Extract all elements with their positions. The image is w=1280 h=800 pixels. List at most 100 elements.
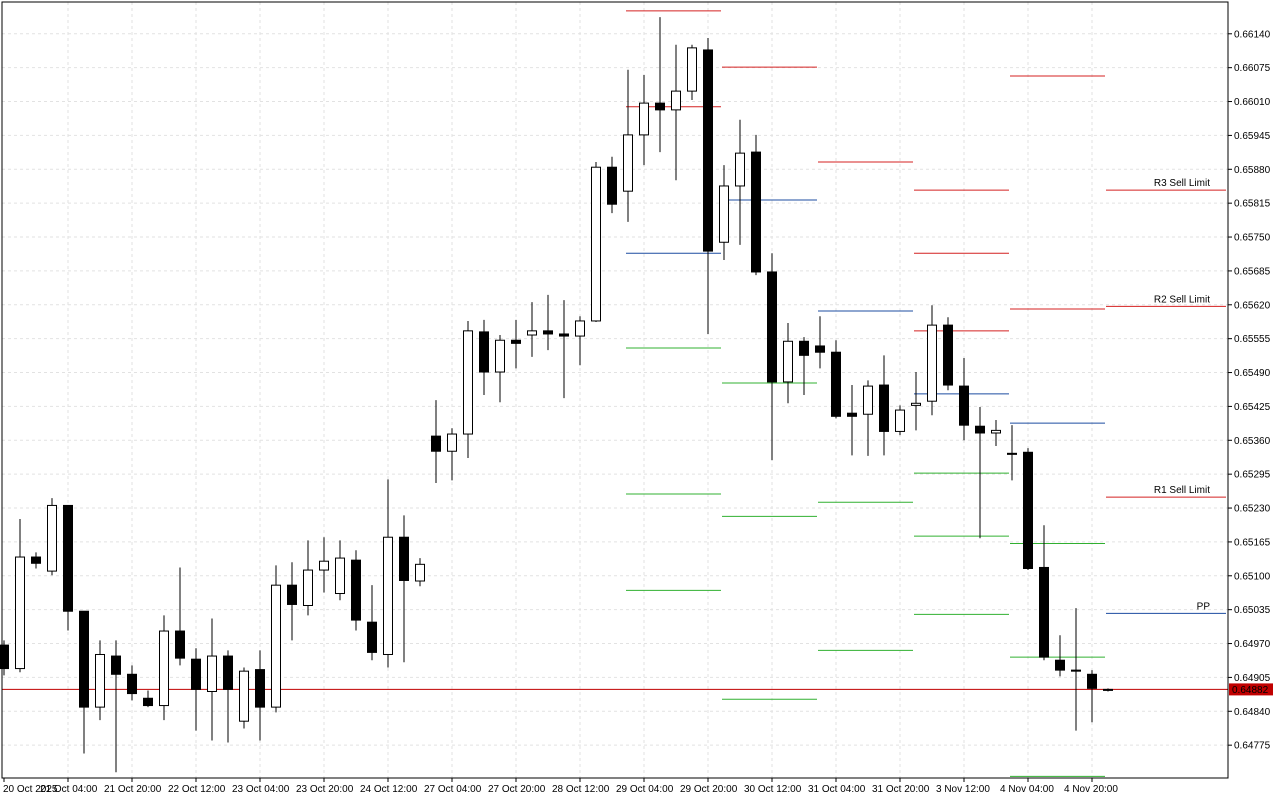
y-tick-label: 0.65555: [1234, 334, 1271, 345]
y-tick-label: 0.65685: [1234, 266, 1271, 277]
candle-body: [287, 584, 297, 605]
candle-body: [719, 185, 729, 243]
candle-body: [111, 655, 121, 675]
candle-body: [623, 134, 633, 192]
candle-body: [735, 152, 745, 187]
y-tick-label: 0.64775: [1234, 741, 1271, 752]
candle-body: [911, 402, 921, 406]
candle-body: [1007, 452, 1017, 455]
y-tick-label: 0.66010: [1234, 97, 1271, 108]
candle-body: [463, 330, 473, 435]
x-tick-label: 23 Oct 20:00: [296, 784, 354, 795]
y-tick-label: 0.65035: [1234, 605, 1271, 616]
candle-body: [975, 425, 985, 434]
candle-body: [943, 324, 953, 386]
candle-body: [255, 669, 265, 708]
order-level-label: R2 Sell Limit: [1154, 294, 1210, 305]
current-price-badge: [1229, 683, 1273, 696]
candle-body: [79, 610, 89, 708]
candle-body: [15, 556, 25, 670]
y-tick-label: 0.65360: [1234, 436, 1271, 447]
candle-body: [399, 536, 409, 581]
x-tick-label: 27 Oct 20:00: [488, 784, 546, 795]
current-price-label: 0.64882: [1232, 685, 1269, 696]
plot-frame: [1, 1, 1229, 779]
x-tick-label: 3 Nov 12:00: [936, 784, 990, 795]
y-tick-label: 0.65620: [1234, 300, 1271, 311]
candle-body: [191, 658, 201, 690]
y-tick-label: 0.64840: [1234, 707, 1271, 718]
candle-body: [175, 630, 185, 659]
candle-body: [47, 504, 57, 572]
candle-body: [1055, 659, 1065, 671]
candle-body: [495, 339, 505, 373]
x-tick-label: 21 Oct 20:00: [104, 784, 162, 795]
candle-body: [655, 102, 665, 111]
candle-body: [335, 557, 345, 595]
candle-body: [319, 560, 329, 571]
candle-body: [431, 435, 441, 452]
candle-body: [527, 330, 537, 336]
candle-body: [95, 653, 105, 708]
candle-body: [639, 102, 649, 136]
x-tick-label: 31 Oct 04:00: [808, 784, 866, 795]
candle-body: [207, 655, 217, 692]
x-tick-label: 21 Oct 04:00: [40, 784, 98, 795]
candle-body: [1103, 688, 1113, 691]
candle-body: [607, 166, 617, 205]
y-tick-label: 0.64970: [1234, 639, 1271, 650]
order-level-label: R1 Sell Limit: [1154, 485, 1210, 496]
candle-body: [927, 324, 937, 402]
y-tick-label: 0.65880: [1234, 165, 1271, 176]
x-tick-label: 20 Oct 2025: [3, 784, 58, 795]
candle-body: [0, 644, 9, 670]
x-tick-label: 31 Oct 20:00: [872, 784, 930, 795]
candle-body: [575, 320, 585, 337]
y-tick-label: 0.65295: [1234, 470, 1271, 481]
candle-body: [351, 559, 361, 621]
order-level-label: PP: [1197, 601, 1211, 612]
y-tick-label: 0.66140: [1234, 29, 1271, 40]
candle-body: [783, 340, 793, 383]
order-level-label: R3 Sell Limit: [1154, 178, 1210, 189]
candle-body: [687, 47, 697, 92]
x-tick-label: 4 Nov 20:00: [1064, 784, 1118, 795]
x-tick-label: 29 Oct 20:00: [680, 784, 738, 795]
candle-body: [543, 330, 553, 335]
y-tick-label: 0.66075: [1234, 63, 1271, 74]
candle-body: [767, 271, 777, 383]
candle-body: [751, 151, 761, 273]
candle-body: [159, 630, 169, 707]
y-tick-label: 0.65165: [1234, 537, 1271, 548]
x-tick-label: 24 Oct 12:00: [360, 784, 418, 795]
candle-body: [847, 412, 857, 417]
candle-body: [831, 351, 841, 417]
y-tick-label: 0.64905: [1234, 673, 1271, 684]
candle-body: [303, 569, 313, 606]
candle-body: [239, 670, 249, 722]
x-tick-label: 4 Nov 04:00: [1000, 784, 1054, 795]
y-tick-label: 0.65490: [1234, 368, 1271, 379]
candle-body: [1023, 451, 1033, 569]
candle-body: [671, 90, 681, 111]
candle-body: [1039, 566, 1049, 658]
y-tick-label: 0.65100: [1234, 571, 1271, 582]
candle-body: [815, 345, 825, 353]
candle-body: [703, 49, 713, 252]
candle-body: [799, 340, 809, 356]
candle-body: [1071, 669, 1081, 672]
candle-body: [959, 385, 969, 426]
candle-body: [447, 433, 457, 452]
candle-body: [863, 385, 873, 415]
x-tick-label: 23 Oct 04:00: [232, 784, 290, 795]
candle-body: [879, 384, 889, 432]
y-tick-label: 0.65750: [1234, 233, 1271, 244]
candle-body: [591, 166, 601, 322]
y-tick-label: 0.65425: [1234, 402, 1271, 413]
candle-body: [63, 504, 73, 612]
candle-body: [143, 697, 153, 707]
candle-body: [895, 409, 905, 432]
y-tick-label: 0.65945: [1234, 131, 1271, 142]
